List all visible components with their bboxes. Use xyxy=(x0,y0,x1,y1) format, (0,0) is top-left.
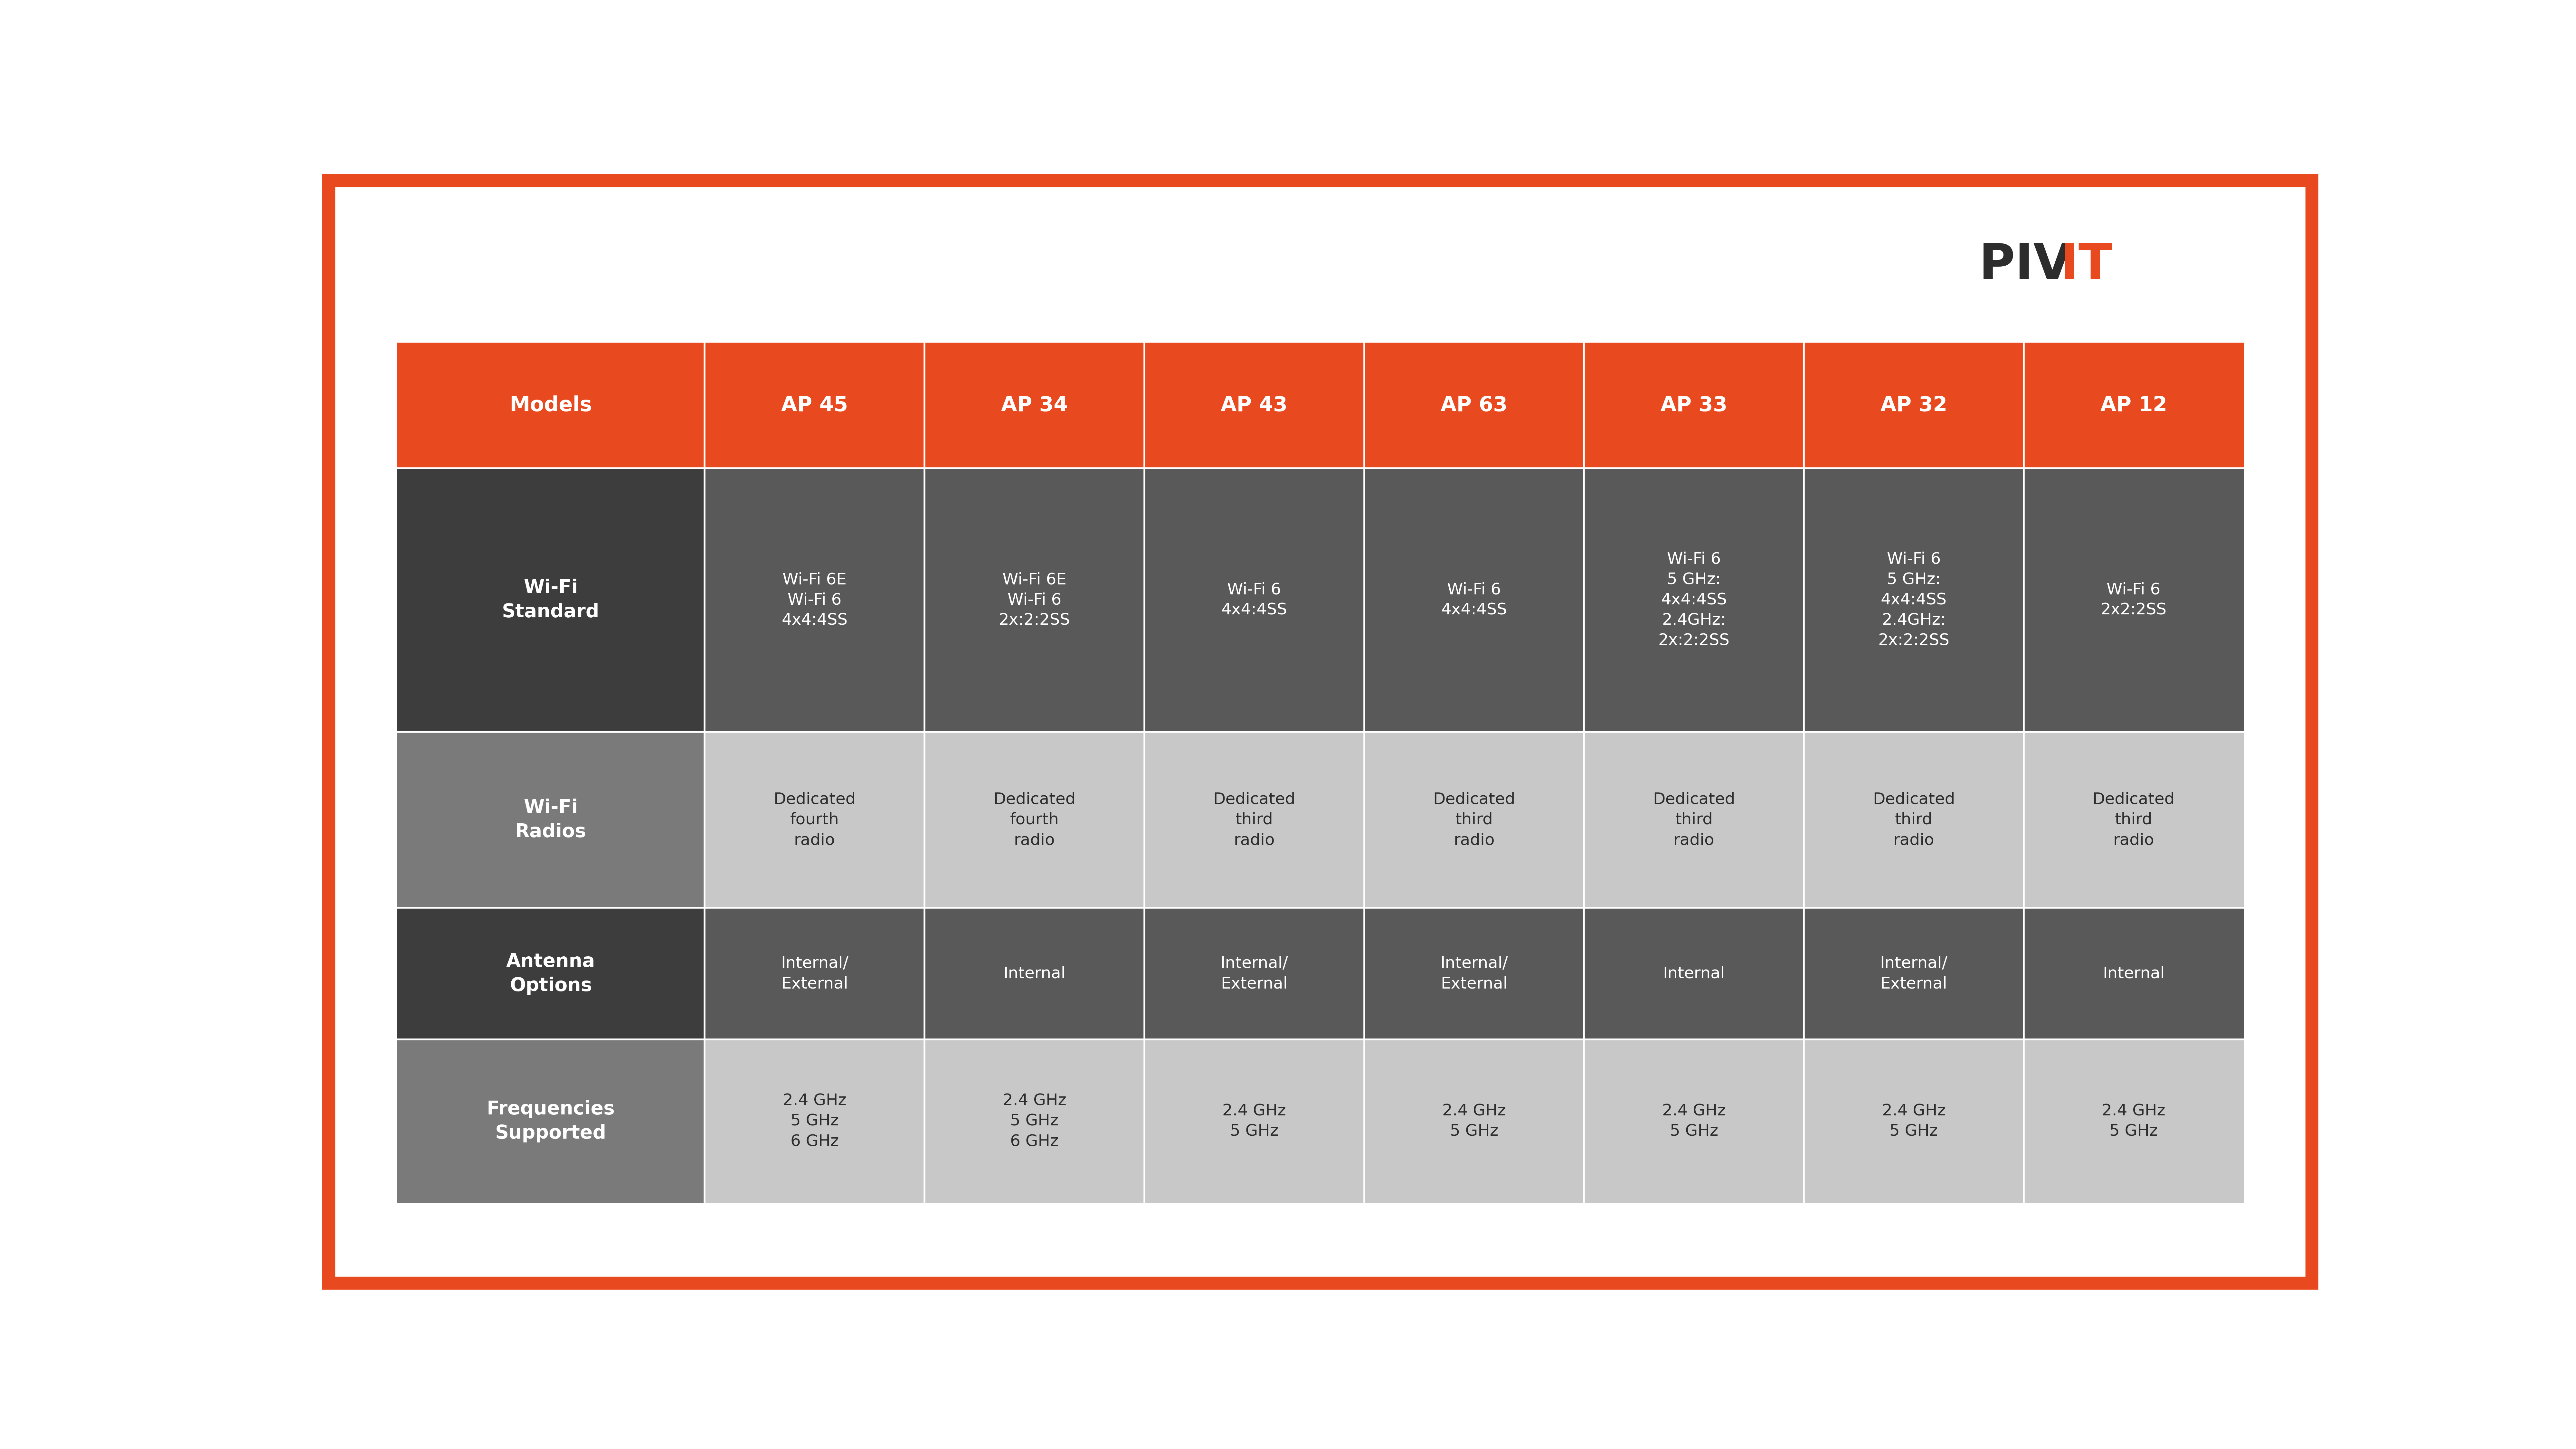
Text: 2.4 GHz
5 GHz: 2.4 GHz 5 GHz xyxy=(1224,1103,1285,1139)
Text: PIV: PIV xyxy=(1978,242,2071,290)
Bar xyxy=(1365,342,1584,468)
Text: AP 45: AP 45 xyxy=(781,396,848,416)
Text: Wi-Fi 6E
Wi-Fi 6
2x:2:2SS: Wi-Fi 6E Wi-Fi 6 2x:2:2SS xyxy=(999,572,1069,627)
Text: AP 12: AP 12 xyxy=(2099,396,2166,416)
Bar xyxy=(397,468,706,732)
Text: Dedicated
third
radio: Dedicated third radio xyxy=(1654,791,1736,848)
Text: Antenna
Options: Antenna Options xyxy=(507,952,595,995)
Text: Wi-Fi
Radios: Wi-Fi Radios xyxy=(515,798,587,840)
Bar xyxy=(1365,907,1584,1039)
Bar xyxy=(1803,1039,2025,1203)
Bar xyxy=(1144,1039,1365,1203)
Bar xyxy=(2025,1039,2244,1203)
Text: Wi-Fi
Standard: Wi-Fi Standard xyxy=(502,578,600,622)
Text: Dedicated
third
radio: Dedicated third radio xyxy=(1213,791,1296,848)
Text: AP 32: AP 32 xyxy=(1880,396,1947,416)
Text: 2.4 GHz
5 GHz: 2.4 GHz 5 GHz xyxy=(2102,1103,2166,1139)
Bar xyxy=(1584,468,1803,732)
Text: Wi-Fi 6
5 GHz:
4x4:4SS
2.4GHz:
2x:2:2SS: Wi-Fi 6 5 GHz: 4x4:4SS 2.4GHz: 2x:2:2SS xyxy=(1659,552,1728,648)
Text: Wi-Fi 6
4x4:4SS: Wi-Fi 6 4x4:4SS xyxy=(1440,582,1507,617)
Bar xyxy=(1584,732,1803,907)
Bar xyxy=(397,907,706,1039)
Text: Dedicated
fourth
radio: Dedicated fourth radio xyxy=(994,791,1077,848)
Text: Dedicated
third
radio: Dedicated third radio xyxy=(2092,791,2174,848)
Text: AP 34: AP 34 xyxy=(1002,396,1069,416)
Bar xyxy=(1803,907,2025,1039)
Text: Frequencies
Supported: Frequencies Supported xyxy=(487,1100,616,1142)
Text: 2.4 GHz
5 GHz: 2.4 GHz 5 GHz xyxy=(1662,1103,1726,1139)
Bar xyxy=(2025,907,2244,1039)
Bar xyxy=(1144,907,1365,1039)
Text: Internal: Internal xyxy=(1005,966,1066,981)
Text: Internal: Internal xyxy=(2102,966,2164,981)
Bar xyxy=(322,174,335,1290)
Text: IT: IT xyxy=(2061,242,2112,290)
Text: AP 63: AP 63 xyxy=(1440,396,1507,416)
Text: AP 33: AP 33 xyxy=(1662,396,1728,416)
Text: AP 43: AP 43 xyxy=(1221,396,1288,416)
Text: Internal: Internal xyxy=(1664,966,1726,981)
Bar xyxy=(1144,732,1365,907)
Bar xyxy=(322,174,2318,187)
Bar xyxy=(925,1039,1144,1203)
Bar xyxy=(1584,342,1803,468)
Text: Dedicated
third
radio: Dedicated third radio xyxy=(1432,791,1515,848)
Bar xyxy=(1365,468,1584,732)
Bar xyxy=(1803,468,2025,732)
Bar xyxy=(397,1039,706,1203)
Bar xyxy=(706,342,925,468)
Text: Models: Models xyxy=(510,396,592,416)
Text: Internal/
External: Internal/ External xyxy=(1880,956,1947,991)
Bar xyxy=(1803,342,2025,468)
Text: Internal/
External: Internal/ External xyxy=(781,956,848,991)
Bar xyxy=(1584,907,1803,1039)
Bar xyxy=(2306,174,2318,1290)
Text: Wi-Fi 6E
Wi-Fi 6
4x4:4SS: Wi-Fi 6E Wi-Fi 6 4x4:4SS xyxy=(781,572,848,627)
Bar xyxy=(2025,732,2244,907)
Bar xyxy=(1365,1039,1584,1203)
Bar xyxy=(1144,342,1365,468)
Bar xyxy=(1365,732,1584,907)
Bar xyxy=(2025,342,2244,468)
Bar xyxy=(397,732,706,907)
Bar xyxy=(925,732,1144,907)
Text: Dedicated
fourth
radio: Dedicated fourth radio xyxy=(773,791,855,848)
Bar xyxy=(706,732,925,907)
Bar xyxy=(2025,468,2244,732)
Bar xyxy=(1803,732,2025,907)
Text: 2.4 GHz
5 GHz
6 GHz: 2.4 GHz 5 GHz 6 GHz xyxy=(1002,1093,1066,1149)
Bar xyxy=(925,907,1144,1039)
Bar xyxy=(925,468,1144,732)
Bar xyxy=(1144,468,1365,732)
Text: Internal/
External: Internal/ External xyxy=(1221,956,1288,991)
Bar xyxy=(1584,1039,1803,1203)
Bar xyxy=(397,342,706,468)
Text: Wi-Fi 6
2x2:2SS: Wi-Fi 6 2x2:2SS xyxy=(2099,582,2166,617)
Text: Dedicated
third
radio: Dedicated third radio xyxy=(1873,791,1955,848)
Bar xyxy=(706,468,925,732)
Bar xyxy=(706,1039,925,1203)
Text: Internal/
External: Internal/ External xyxy=(1440,956,1507,991)
Bar xyxy=(322,1277,2318,1290)
Bar xyxy=(925,342,1144,468)
Text: 2.4 GHz
5 GHz: 2.4 GHz 5 GHz xyxy=(1443,1103,1507,1139)
Text: 2.4 GHz
5 GHz: 2.4 GHz 5 GHz xyxy=(1883,1103,1945,1139)
Bar xyxy=(706,907,925,1039)
Text: 2.4 GHz
5 GHz
6 GHz: 2.4 GHz 5 GHz 6 GHz xyxy=(783,1093,848,1149)
Text: Wi-Fi 6
5 GHz:
4x4:4SS
2.4GHz:
2x:2:2SS: Wi-Fi 6 5 GHz: 4x4:4SS 2.4GHz: 2x:2:2SS xyxy=(1878,552,1950,648)
Text: Wi-Fi 6
4x4:4SS: Wi-Fi 6 4x4:4SS xyxy=(1221,582,1288,617)
